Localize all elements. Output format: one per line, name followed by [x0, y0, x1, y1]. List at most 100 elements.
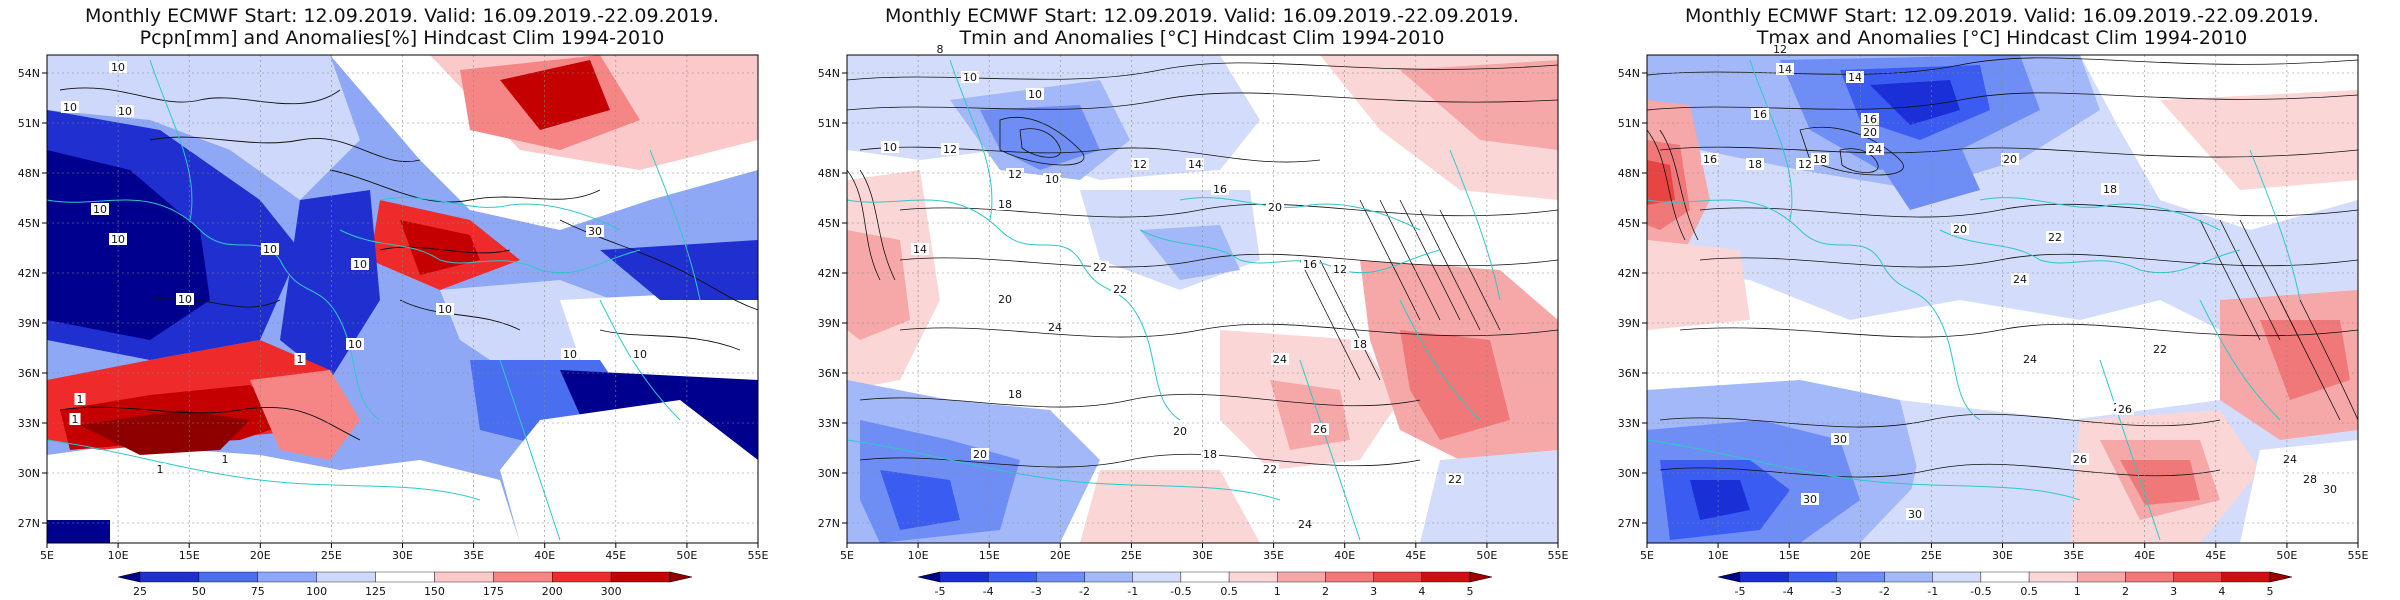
contour-label-box: [1296, 518, 1314, 530]
coastlines: [1647, 59, 2301, 541]
contour-label-box: [941, 143, 959, 155]
contour-label-box: [1801, 493, 1819, 505]
contour-label-box: [1091, 261, 1109, 273]
lon-tick-label: 40E: [2134, 549, 2155, 562]
colorbar-label: -3: [1031, 585, 1042, 598]
lon-tick-label: 40E: [534, 549, 555, 562]
lat-tick-label: 42N: [18, 267, 40, 280]
contour-label-box: [996, 198, 1014, 210]
colorbar-segment: [2125, 571, 2174, 583]
contour-label-box: [261, 243, 279, 255]
contour-label: 24: [2283, 453, 2297, 466]
lon-tick-label: 45E: [1405, 549, 1426, 562]
colorbar-label: -2: [1079, 585, 1090, 598]
contour-label-box: [911, 243, 929, 255]
lat-tick-label: 51N: [1618, 117, 1640, 130]
tmin-map-panel: Monthly ECMWF Start: 12.09.2019. Valid: …: [818, 5, 1569, 598]
panel-title-line1: Monthly ECMWF Start: 12.09.2019. Valid: …: [85, 5, 719, 27]
colorbar-segment: [139, 571, 200, 583]
contour-label-box: [1811, 153, 1829, 165]
contour-label: 8: [937, 43, 944, 56]
contour-label: 12: [1333, 263, 1347, 276]
contour-label-box: [961, 71, 979, 83]
colorbar-segment: [1373, 571, 1423, 583]
contour-label: 18: [998, 198, 1012, 211]
lat-lon-grid: [847, 55, 1558, 543]
panel-title-line1: Monthly ECMWF Start: 12.09.2019. Valid: …: [885, 5, 1519, 27]
colorbar-label: 4: [2218, 585, 2225, 598]
colorbar-label: 2: [1322, 585, 1329, 598]
colorbar-segment: [1787, 571, 1837, 583]
colorbar-segment: [375, 571, 435, 583]
colorbar-segment: [1980, 571, 2030, 583]
contour-label-box: [2046, 231, 2064, 243]
contour-label-box: [1951, 223, 1969, 235]
contour-label: 20: [1268, 201, 1282, 214]
contour-label: 18: [1203, 448, 1217, 461]
colorbar-label: 150: [424, 585, 445, 598]
contour-label: 24: [2013, 273, 2027, 286]
lon-tick-label: 30E: [1192, 549, 1213, 562]
lon-tick-label: 35E: [1263, 549, 1284, 562]
colorbar-segment: [2077, 571, 2126, 583]
panel-title-line2: Pcpn[mm] and Anomalies[%] Hindcast Clim …: [140, 27, 665, 49]
contour-label-box: [1861, 113, 1879, 125]
colorbar-label: 300: [601, 585, 622, 598]
colorbar-label: -0.5: [1970, 585, 1991, 598]
contour-label: 10: [1045, 173, 1059, 186]
lat-tick-label: 39N: [1618, 317, 1640, 330]
lon-tick-label: 20E: [250, 549, 271, 562]
colorbar-label: 5: [1467, 585, 1474, 598]
contour-label: 12: [1133, 158, 1147, 171]
contour-label: 24: [1273, 353, 1287, 366]
lon-tick-label: 25E: [321, 549, 342, 562]
contour-label: 30: [1803, 493, 1817, 506]
lat-tick-label: 39N: [818, 317, 840, 330]
contour-label-box: [2071, 453, 2089, 465]
lat-tick-label: 30N: [18, 467, 40, 480]
contour-label: 28: [2303, 473, 2317, 486]
contour-label: 18: [1748, 158, 1762, 171]
contour-label: 16: [1753, 108, 1767, 121]
colorbar-label: 4: [1418, 585, 1425, 598]
contour-label: 14: [913, 243, 927, 256]
contour-label: 16: [1213, 183, 1227, 196]
contour-label-box: [1311, 423, 1329, 435]
lat-tick-label: 48N: [818, 167, 840, 180]
axis-ticks: 5E 10E 15E 20E 25E 30E 35E 40E 45E 50E 55E 54N 51N 48…: [1618, 67, 2369, 562]
lat-tick-label: 27N: [18, 517, 40, 530]
lat-tick-label: 54N: [818, 67, 840, 80]
contour-labels: 10 10 10 10 10 10 10 10 30 10 10 10 10 1 1 1 1 1: [61, 61, 649, 476]
contour-label-box: [1006, 168, 1024, 180]
contour-label: 30: [1833, 433, 1847, 446]
contour-label-box: [2301, 473, 2319, 485]
colorbar-segment: [316, 571, 376, 583]
contour-label-box: [1211, 183, 1229, 195]
contour-label-box: [2151, 343, 2169, 355]
contour-label: 10: [93, 203, 107, 216]
contour-label-box: [1796, 158, 1814, 170]
lon-tick-label: 55E: [2348, 549, 2369, 562]
contour-label-box: [109, 233, 127, 245]
contour-label-box: [436, 303, 454, 315]
contour-label-box: [2011, 273, 2029, 285]
lon-tick-label: 50E: [676, 549, 697, 562]
colorbar-label: 1: [1274, 585, 1281, 598]
contour-label-box: [1026, 88, 1044, 100]
lat-tick-label: 33N: [818, 417, 840, 430]
lat-tick-label: 36N: [18, 367, 40, 380]
lat-tick-label: 45N: [18, 217, 40, 230]
lon-tick-label: 10E: [108, 549, 129, 562]
contour-label: 12: [1773, 43, 1787, 56]
panel-title-line2: Tmin and Anomalies [°C] Hindcast Clim 19…: [959, 27, 1445, 49]
contour-label: 10: [348, 338, 362, 351]
lon-tick-label: 15E: [179, 549, 200, 562]
contour-label: 10: [1028, 88, 1042, 101]
colorbar-label: 1: [2074, 585, 2081, 598]
contour-label-box: [1746, 158, 1764, 170]
lon-tick-label: 5E: [1640, 549, 1654, 562]
panel-title-line1: Monthly ECMWF Start: 12.09.2019. Valid: …: [1685, 5, 2319, 27]
contour-label: 20: [1863, 126, 1877, 139]
colorbar-label: 100: [306, 585, 327, 598]
lon-tick-label: 15E: [979, 549, 1000, 562]
